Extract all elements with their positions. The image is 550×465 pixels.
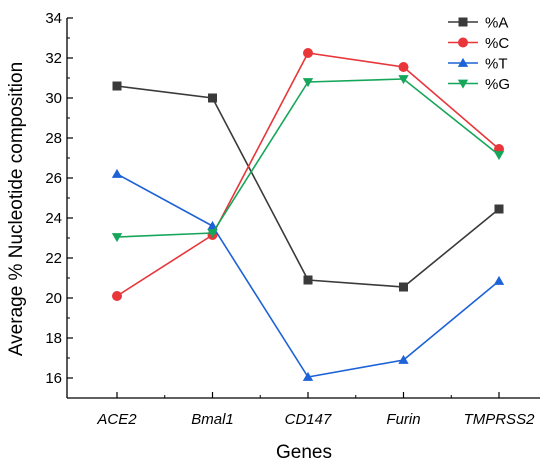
data-point <box>398 354 409 364</box>
legend-item: %C <box>448 35 509 52</box>
x-tick-label: TMPRSS2 <box>464 411 536 428</box>
legend-marker <box>457 79 469 89</box>
data-point <box>398 62 409 72</box>
series-3 <box>111 168 505 381</box>
series-line <box>116 85 500 288</box>
x-tick-label: ACE2 <box>96 411 137 428</box>
legend: %A %C %T %G <box>448 15 510 93</box>
axes: 16 18 20 22 24 26 28 30 32 34 ACE2 Bmal1 CD147 Furin T… <box>45 10 540 428</box>
x-tick-label: CD147 <box>285 411 332 428</box>
series-2 <box>112 48 504 301</box>
legend-label: %T <box>485 56 508 73</box>
series-layer <box>111 48 505 381</box>
data-point <box>112 291 122 301</box>
data-point <box>303 275 313 285</box>
legend-label: %A <box>485 15 508 32</box>
y-tick-label: 26 <box>45 170 62 187</box>
y-tick-label: 32 <box>45 50 62 67</box>
legend-item: %G <box>448 76 510 93</box>
legend-label: %C <box>485 35 509 52</box>
series-4 <box>111 75 505 243</box>
series-line <box>116 78 500 238</box>
data-point <box>494 204 504 214</box>
legend-label: %G <box>485 76 510 93</box>
x-axis-label: Genes <box>276 442 332 463</box>
data-point <box>399 282 408 292</box>
legend-marker <box>458 37 468 48</box>
series-line <box>116 52 500 297</box>
series-1 <box>112 81 504 292</box>
data-point <box>302 78 314 88</box>
legend-marker <box>458 17 468 27</box>
y-tick-label: 30 <box>45 90 62 107</box>
y-axis-label: Average % Nucleotide composition <box>6 62 27 356</box>
data-point <box>111 233 123 243</box>
y-tick-label: 18 <box>45 330 62 347</box>
legend-item: %T <box>448 56 508 73</box>
data-point <box>111 168 123 178</box>
y-tick-label: 34 <box>45 10 62 27</box>
data-point <box>493 275 505 285</box>
y-tick-label: 16 <box>45 370 62 387</box>
data-point <box>112 81 122 91</box>
x-tick-label: Bmal1 <box>191 411 234 428</box>
legend-marker <box>457 57 469 67</box>
data-point <box>207 229 218 239</box>
y-tick-label: 20 <box>45 290 62 307</box>
data-point <box>398 75 409 85</box>
legend-item: %A <box>448 15 508 32</box>
y-tick-label: 22 <box>45 250 62 267</box>
y-tick-label: 24 <box>45 210 62 227</box>
data-point <box>303 48 313 58</box>
data-point <box>302 371 314 381</box>
x-tick-label: Furin <box>386 411 420 428</box>
data-point <box>493 151 505 161</box>
y-tick-label: 28 <box>45 130 62 147</box>
data-point <box>208 93 217 103</box>
